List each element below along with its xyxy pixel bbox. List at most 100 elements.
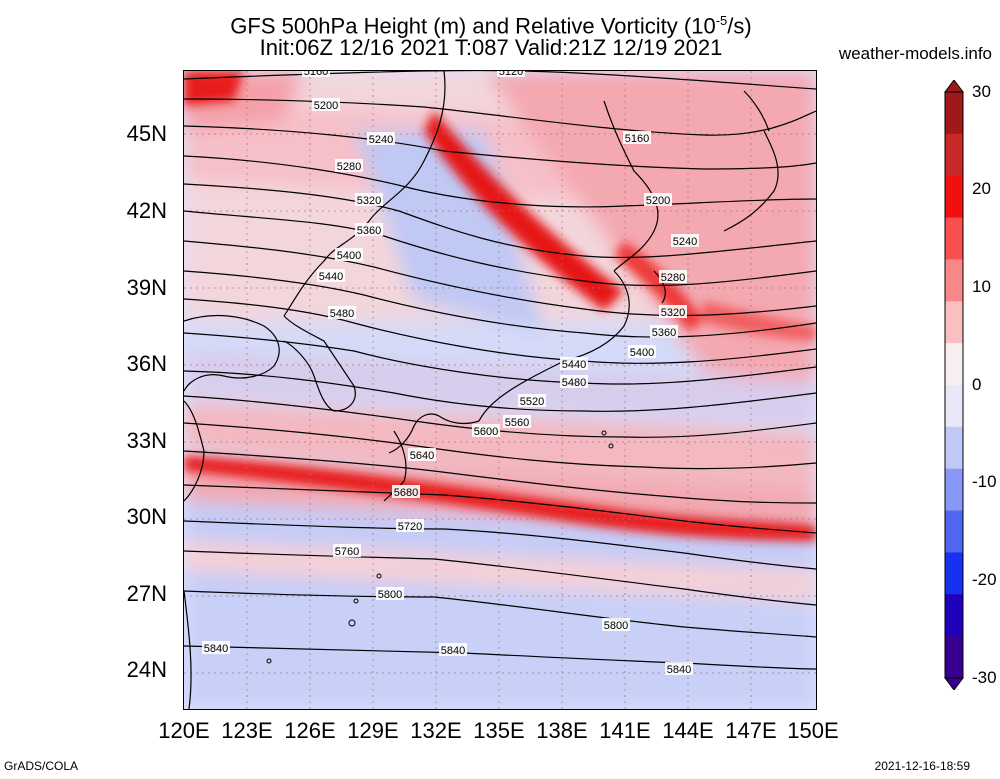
contour-label-bg	[560, 375, 588, 388]
contour-label: 5400	[337, 250, 361, 262]
lon-label-129e: 129E	[347, 718, 399, 743]
colorbar-label-minus30: -30	[972, 668, 997, 687]
colorbar-cell	[945, 385, 963, 428]
contour-label: 5200	[646, 195, 670, 207]
colorbar-cell	[945, 92, 963, 135]
site-credit: weather-models.info	[838, 44, 992, 63]
colorbar-label-minus20: -20	[972, 570, 997, 589]
colorbar-cell	[945, 510, 963, 553]
colorbar-cell	[945, 594, 963, 637]
contour-label-bg	[392, 485, 420, 498]
lon-label-150e: 150E	[787, 718, 839, 743]
contour-label-bg	[376, 587, 404, 600]
lat-label-33n: 33N	[126, 428, 167, 453]
lon-label-135e: 135E	[473, 718, 525, 743]
contour-label-bg	[472, 424, 500, 437]
lon-label-132e: 132E	[410, 718, 462, 743]
contour-label-bg	[355, 193, 383, 206]
contour-label-bg	[665, 662, 693, 675]
contour-label-bg	[317, 269, 345, 282]
contour-label: 5240	[673, 236, 697, 248]
contour-label-bg	[503, 415, 531, 428]
contour-label-bg	[335, 159, 363, 172]
contour-label: 5600	[474, 426, 498, 438]
contour-label-bg	[202, 641, 230, 654]
contour-label-bg	[602, 618, 630, 631]
contour-label: 5320	[661, 307, 685, 319]
contour-label: 5360	[652, 327, 676, 339]
contour-label-bg	[644, 193, 672, 206]
lat-label-42n: 42N	[126, 198, 167, 223]
contour-label: 5160	[304, 71, 328, 78]
contour-label: 5800	[604, 620, 628, 632]
lat-label-30n: 30N	[126, 504, 167, 529]
colorbar-cell	[945, 343, 963, 386]
lon-label-141e: 141E	[599, 718, 651, 743]
contour-label-bg	[328, 306, 356, 319]
contour-label: 5320	[357, 195, 381, 207]
colorbar	[944, 80, 964, 690]
contour-label-bg	[623, 131, 651, 144]
colorbar-bottom-arrow	[944, 677, 964, 690]
colorbar-cell	[945, 468, 963, 512]
contour-label: 5440	[562, 359, 586, 371]
contour-label: 5720	[398, 521, 422, 533]
contour-label-bg	[396, 519, 424, 532]
contour-label: 5640	[410, 450, 434, 462]
contour-label-bg	[335, 248, 363, 261]
contour-label-bg	[312, 98, 340, 111]
lon-label-123e: 123E	[221, 718, 273, 743]
contour-label-bg	[518, 394, 546, 407]
colorbar-cell	[945, 133, 963, 177]
colorbar-top-arrow	[944, 80, 964, 93]
contour-label-bg	[659, 305, 687, 318]
lon-label-120e: 120E	[158, 718, 210, 743]
contour-label-bg	[333, 544, 361, 557]
contour-label-bg	[439, 643, 467, 656]
contour-label-bg	[355, 223, 383, 236]
contour-label: 5680	[394, 487, 418, 499]
colorbar-cell	[945, 301, 963, 344]
lon-label-144e: 144E	[662, 718, 714, 743]
map-title-line2: Init:06Z 12/16 2021 T:087 Valid:21Z 12/1…	[259, 35, 723, 60]
lon-label-126e: 126E	[284, 718, 336, 743]
lat-label-27n: 27N	[126, 581, 167, 606]
contour-label: 5240	[369, 134, 393, 146]
contour-label: 5440	[319, 271, 343, 283]
grads-credit: GrADS/COLA	[4, 759, 79, 773]
contour-label: 5200	[314, 100, 338, 112]
colorbar-cell	[945, 259, 963, 302]
colorbar-cell	[945, 217, 963, 260]
contour-label: 5480	[562, 377, 586, 389]
contour-label-bg	[650, 325, 678, 338]
lon-label-147e: 147E	[725, 718, 777, 743]
contour-label: 5840	[204, 643, 228, 655]
lat-label-36n: 36N	[126, 351, 167, 376]
contour-label-bg	[659, 270, 687, 283]
lat-label-24n: 24N	[126, 657, 167, 682]
contour-label: 5840	[667, 664, 691, 676]
timestamp: 2021-12-16-18:59	[874, 759, 970, 773]
lon-label-138e: 138E	[536, 718, 588, 743]
contour-label-bg	[671, 234, 699, 247]
colorbar-label-20: 20	[972, 179, 991, 198]
vorticity-map: 5160 5120 5200 5240 5280 5320 5360 5400 5440 5480…	[183, 70, 817, 710]
contour-label-bg	[367, 132, 395, 145]
contour-label: 5360	[357, 225, 381, 237]
map-title-line1: GFS 500hPa Height (m) and Relative Vorti…	[230, 13, 752, 39]
contour-label: 5160	[625, 133, 649, 145]
colorbar-label-10: 10	[972, 277, 991, 296]
colorbar-cell	[945, 426, 963, 470]
contour-label-bg	[408, 448, 436, 461]
lat-label-39n: 39N	[126, 275, 167, 300]
colorbar-label-0: 0	[972, 375, 982, 394]
colorbar-label-minus10: -10	[972, 472, 997, 491]
contour-label: 5800	[378, 589, 402, 601]
contour-label: 5280	[337, 161, 361, 173]
contour-label: 5400	[630, 347, 654, 359]
contour-label: 5840	[441, 645, 465, 657]
colorbar-label-30: 30	[972, 82, 991, 101]
contour-label: 5280	[661, 272, 685, 284]
lat-label-45n: 45N	[126, 121, 167, 146]
contour-label: 5760	[335, 546, 359, 558]
